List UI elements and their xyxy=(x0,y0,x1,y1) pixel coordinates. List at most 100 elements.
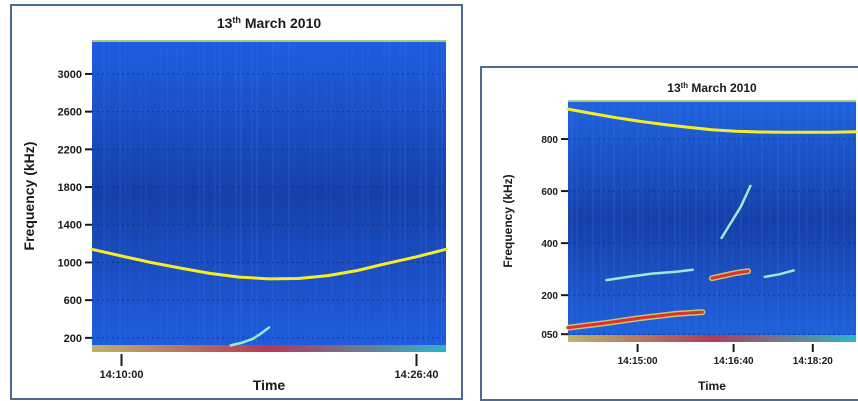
y-tick-label: 600 xyxy=(541,187,558,198)
noise-streak xyxy=(383,40,385,352)
noise-streak xyxy=(182,40,184,352)
plot-area xyxy=(568,100,856,342)
noise-streak xyxy=(314,40,316,352)
noise-streak xyxy=(309,40,311,352)
noise-streak xyxy=(827,100,829,342)
noise-streak xyxy=(761,100,763,342)
noise-streak xyxy=(277,40,279,352)
noise-streak xyxy=(568,100,570,342)
series-line-3 xyxy=(710,269,750,280)
x-tick-label: 14:26:40 xyxy=(394,369,438,381)
y-tick-label: 2600 xyxy=(58,107,82,119)
title-superscript: th xyxy=(681,81,689,90)
noise-streak xyxy=(388,40,390,352)
series-line-4 xyxy=(720,184,752,240)
noise-streak xyxy=(272,40,274,352)
noise-streak xyxy=(650,100,652,342)
title-rest: March 2010 xyxy=(241,15,321,31)
noise-streak xyxy=(769,100,771,342)
noise-streak xyxy=(629,100,631,342)
noise-streak xyxy=(235,40,237,352)
noise-streak xyxy=(798,100,800,342)
chart-title: 13th March 2010 xyxy=(217,15,322,31)
noise-streak xyxy=(330,40,332,352)
title-rest: March 2010 xyxy=(688,81,757,95)
noise-streak xyxy=(716,100,718,342)
y-tick-label: 400 xyxy=(541,239,558,250)
x-tick-label: 14:16:40 xyxy=(714,356,754,367)
title-main: 13 xyxy=(217,15,233,31)
noise-streak xyxy=(103,40,105,352)
noise-streak xyxy=(679,100,681,342)
noise-streak xyxy=(351,40,353,352)
noise-streak xyxy=(843,100,845,342)
noise-streak xyxy=(140,40,142,352)
noise-streak xyxy=(613,100,615,342)
y-tick-label: 050 xyxy=(541,330,558,341)
noise-streak xyxy=(703,100,705,342)
noise-streak xyxy=(436,40,438,352)
noise-streak xyxy=(687,100,689,342)
noise-streak xyxy=(592,100,594,342)
noise-streak xyxy=(219,40,221,352)
noise-streak xyxy=(425,40,427,352)
noise-streak xyxy=(584,100,586,342)
noise-streak xyxy=(161,40,163,352)
top-edge xyxy=(568,100,856,102)
y-axis-label: Frequency (kHz) xyxy=(21,142,37,251)
spectrogram-panel-right: 050 200 400 600 800 14:15:00 14:16:40 14:18:20 1… xyxy=(480,66,858,401)
noise-streak xyxy=(814,100,816,342)
noise-streak xyxy=(822,100,824,342)
title-main: 13 xyxy=(667,81,681,95)
title-superscript: th xyxy=(232,15,241,25)
spectrogram-chart-left: 200 600 1000 1400 1800 2200 2600 3000 14:10:00 14… xyxy=(21,15,448,393)
y-tick-label: 3000 xyxy=(58,69,82,81)
series-line-0 xyxy=(90,247,448,281)
noise-streak xyxy=(790,100,792,342)
noise-streak xyxy=(399,40,401,352)
noise-streak xyxy=(214,40,216,352)
noise-streak xyxy=(674,100,676,342)
low-frequency-band xyxy=(92,345,446,352)
y-tick-label: 200 xyxy=(541,291,558,302)
noise-streak xyxy=(785,100,787,342)
noise-streak xyxy=(256,40,258,352)
y-tick-label: 2200 xyxy=(58,144,82,156)
noise-streak xyxy=(420,40,422,352)
noise-streak xyxy=(404,40,406,352)
noise-streak xyxy=(637,100,639,342)
noise-streak xyxy=(92,40,94,352)
series-line-2 xyxy=(566,310,704,330)
noise-streak xyxy=(851,100,853,342)
noise-streak xyxy=(695,100,697,342)
noise-streak xyxy=(198,40,200,352)
noise-streak xyxy=(441,40,443,352)
series-line-0 xyxy=(566,107,858,134)
noise-streak xyxy=(600,100,602,342)
y-tick-label: 600 xyxy=(64,295,82,307)
noise-streak xyxy=(288,40,290,352)
noise-streak xyxy=(658,100,660,342)
noise-streak xyxy=(605,100,607,342)
noise-streak xyxy=(124,40,126,352)
series-line-1 xyxy=(229,326,271,347)
noise-streak xyxy=(145,40,147,352)
y-tick-label: 800 xyxy=(541,135,558,146)
top-edge xyxy=(92,40,446,42)
y-tick-label: 1800 xyxy=(58,182,82,194)
noise-streak xyxy=(129,40,131,352)
spectrogram-panel-left: 200 600 1000 1400 1800 2200 2600 3000 14:10:00 14… xyxy=(10,4,463,400)
noise-streak xyxy=(119,40,121,352)
y-tick-label: 1000 xyxy=(58,257,82,269)
noise-streak xyxy=(835,100,837,342)
x-tick-label: 14:15:00 xyxy=(618,356,658,367)
noise-streak xyxy=(240,40,242,352)
low-frequency-band xyxy=(568,335,856,342)
noise-streak xyxy=(666,100,668,342)
noise-streak xyxy=(621,100,623,342)
y-axis-label: Frequency (kHz) xyxy=(501,174,515,267)
x-tick-label: 14:18:20 xyxy=(793,356,833,367)
noise-streak xyxy=(293,40,295,352)
x-axis-label: Time xyxy=(253,377,286,393)
noise-streak xyxy=(166,40,168,352)
